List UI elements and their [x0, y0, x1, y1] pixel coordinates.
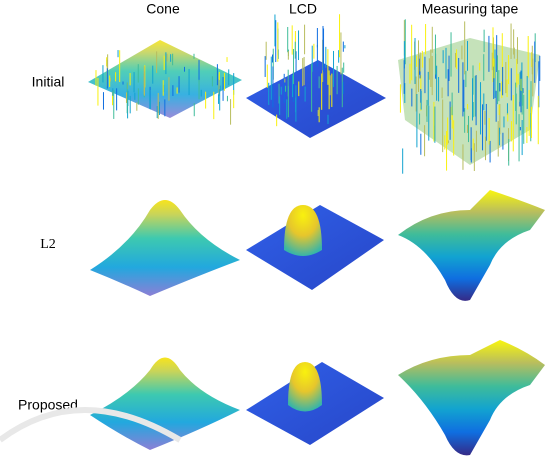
- surface-tape-l2: [398, 190, 545, 301]
- column-header: Cone: [146, 1, 180, 17]
- column-header: Measuring tape: [422, 1, 519, 17]
- column-header: LCD: [289, 1, 317, 17]
- figure: Cone LCD Measuring tape Initial L2 Propo…: [0, 0, 545, 461]
- surface-cone-proposed: [90, 358, 240, 451]
- row-label: L2: [40, 237, 56, 252]
- row-labels: Initial L2 Proposed: [18, 74, 78, 413]
- surface-tape-proposed: [398, 340, 545, 455]
- surface-cone-l2: [90, 200, 240, 296]
- column-headers: Cone LCD Measuring tape: [146, 1, 518, 17]
- row-label: Initial: [32, 74, 65, 90]
